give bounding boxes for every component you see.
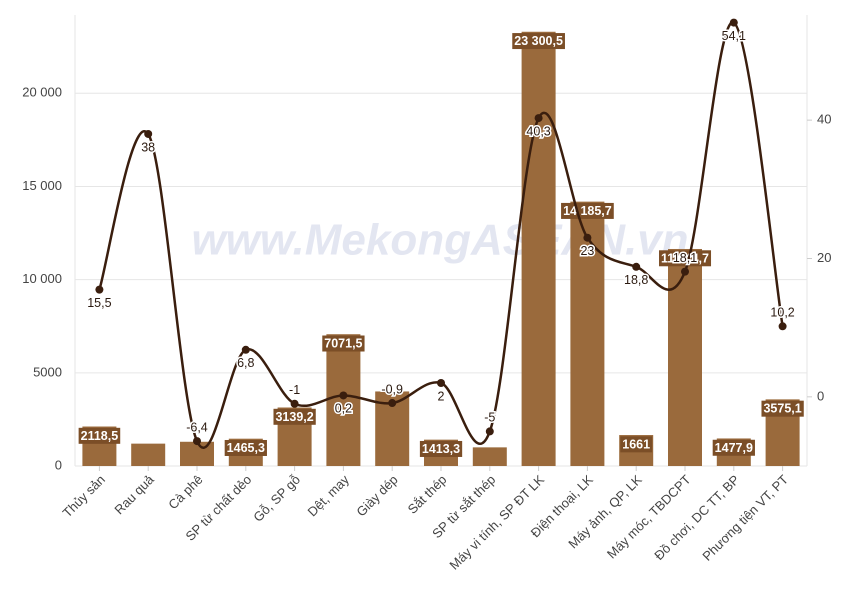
line-point [290,399,299,408]
bar-value-label: 3139,2 [275,410,313,424]
line-value-label: 15,5 [87,296,111,310]
line-point [437,378,445,387]
line-point [583,233,592,242]
value-label-bg [620,436,653,453]
line-value-label: 0,2 [335,402,352,416]
line-value-label: -6,4 [186,420,208,434]
value-label-bg [761,400,804,417]
y-tick-label: 15 000 [22,178,62,193]
x-tick-label: Sắt thép [405,472,450,517]
line-point [681,267,689,276]
value-label-bg [712,439,755,456]
bar-value-label: 1477,9 [715,441,753,455]
bar-value-label: 11 644,7 [661,251,709,265]
line-point [339,391,348,400]
bar [521,31,556,467]
y2-tick-label: 20 [817,250,831,265]
line [98,21,784,449]
y2-tick-label: 40 [817,112,831,127]
value-label-bg [512,33,565,50]
x-tick-label: Gỗ, SP gỗ [250,472,303,525]
value-label-bg [224,439,267,456]
bar-value-label: 23 300,5 [514,34,563,48]
line-point [534,114,543,123]
bar-value-label: 1465,3 [227,441,265,455]
line-value-label: -0,9 [381,382,403,396]
x-tick-label: Giày dép [353,472,400,519]
y-tick-label: 5000 [33,364,62,379]
value-label-bg [322,335,365,352]
line-point [95,285,104,294]
line-point [193,437,201,446]
bar-value-label: 1413,3 [422,442,460,456]
line-point [778,322,787,331]
line-point [485,427,494,436]
bar-value-label: 3575,1 [763,402,801,416]
y-tick-label: 0 [55,457,62,472]
bar-value-label: 14 185,7 [563,204,612,218]
line-value-label: 2 [438,389,445,403]
line-value-label: 40,3 [526,124,550,138]
line-value-label: 54,1 [722,29,746,43]
bar-value-label: 2118,5 [81,429,119,443]
bar [570,201,605,467]
value-label-bg [419,440,463,457]
x-tick-label: Rau quả [111,471,157,517]
line-point [144,129,153,138]
line-point [729,18,738,27]
x-tick-label: Máy vi tính, SP ĐT LK [446,472,547,573]
bar-value-label: 7071,5 [324,337,362,351]
line-value-label: 38 [141,140,155,154]
line-value-label: -5 [484,411,495,425]
watermark: www.MekongASEAN.vn [191,216,688,265]
line-value-label: 6,8 [237,356,254,370]
value-label-bg [561,202,614,219]
line-point [632,262,641,271]
x-tick-label: Thủy sản [60,472,108,520]
bar [668,248,702,466]
bar [472,447,507,466]
line-value-label: 18,8 [624,273,648,287]
bar [131,443,166,466]
value-label-bg [659,250,712,267]
line-value-label: 23 [580,244,594,258]
value-label-bg [78,427,121,444]
line-value-label: 10,2 [770,306,794,320]
x-tick-label: Máy móc, TBDCPT [604,472,694,562]
bar-value-label: 1661 [622,437,650,451]
x-tick-label: Phương tiện VT, PT [699,472,791,564]
y2-tick-label: 0 [817,388,824,403]
x-tick-label: Cà phê [165,472,205,512]
line-value-label: 18,1 [673,251,697,265]
value-label-bg [273,408,316,425]
x-tick-label: Dệt, may [305,472,353,520]
y-tick-label: 20 000 [22,85,62,100]
line-value-label: -1 [289,383,300,397]
line-point [388,399,397,408]
line-point [241,345,250,354]
y-tick-label: 10 000 [22,271,62,286]
bar [326,334,361,466]
x-tick-label: Đồ chơi, DC TT, BP [651,472,742,563]
